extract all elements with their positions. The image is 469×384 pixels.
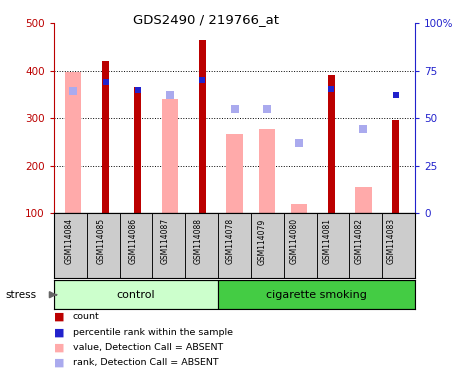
Bar bbox=[162, 99, 178, 213]
Text: value, Detection Call = ABSENT: value, Detection Call = ABSENT bbox=[73, 343, 223, 352]
Bar bbox=[199, 40, 206, 213]
Text: percentile rank within the sample: percentile rank within the sample bbox=[73, 328, 233, 337]
Text: GSM114086: GSM114086 bbox=[129, 218, 138, 265]
Bar bbox=[54, 280, 219, 309]
Text: GSM114080: GSM114080 bbox=[290, 218, 299, 265]
Bar bbox=[251, 213, 284, 278]
Bar bbox=[65, 72, 81, 213]
Text: ■: ■ bbox=[54, 327, 64, 337]
Text: rank, Detection Call = ABSENT: rank, Detection Call = ABSENT bbox=[73, 358, 219, 367]
Text: GSM114087: GSM114087 bbox=[161, 218, 170, 265]
Text: count: count bbox=[73, 312, 99, 321]
Bar bbox=[259, 129, 275, 213]
Text: GSM114082: GSM114082 bbox=[355, 218, 363, 264]
Text: GSM114081: GSM114081 bbox=[322, 218, 331, 264]
Text: stress: stress bbox=[6, 290, 37, 300]
Text: GSM114085: GSM114085 bbox=[97, 218, 106, 265]
Text: ■: ■ bbox=[54, 343, 64, 353]
Text: GSM114083: GSM114083 bbox=[387, 218, 396, 265]
Bar bbox=[134, 87, 141, 213]
Text: GSM114088: GSM114088 bbox=[193, 218, 202, 264]
Bar bbox=[218, 213, 251, 278]
Text: GSM114079: GSM114079 bbox=[258, 218, 267, 265]
Text: GSM114078: GSM114078 bbox=[226, 218, 234, 265]
Bar bbox=[317, 213, 349, 278]
Bar bbox=[87, 213, 120, 278]
Bar bbox=[102, 61, 109, 213]
Bar bbox=[152, 213, 185, 278]
Bar bbox=[54, 213, 87, 278]
Text: GSM114084: GSM114084 bbox=[64, 218, 73, 265]
Bar bbox=[382, 213, 415, 278]
Bar bbox=[291, 204, 307, 213]
Bar bbox=[392, 121, 399, 213]
Bar bbox=[328, 75, 335, 213]
Bar bbox=[185, 213, 218, 278]
Bar bbox=[284, 213, 317, 278]
Text: ■: ■ bbox=[54, 358, 64, 368]
Bar bbox=[219, 280, 415, 309]
Bar bbox=[356, 187, 371, 213]
Text: cigarette smoking: cigarette smoking bbox=[266, 290, 367, 300]
Bar bbox=[349, 213, 382, 278]
Text: ■: ■ bbox=[54, 312, 64, 322]
Bar bbox=[227, 134, 242, 213]
Text: GDS2490 / 219766_at: GDS2490 / 219766_at bbox=[133, 13, 280, 26]
Bar bbox=[120, 213, 152, 278]
Text: control: control bbox=[117, 290, 155, 300]
